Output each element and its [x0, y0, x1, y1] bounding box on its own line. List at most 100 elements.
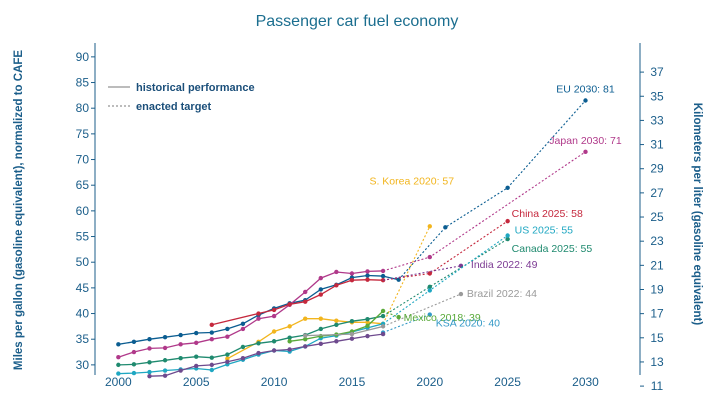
japan-historical-point [116, 354, 121, 360]
canada-historical-point [365, 316, 370, 322]
canada-historical-point [147, 360, 152, 365]
canada-historical-point [131, 362, 137, 367]
japan-historical-point [380, 268, 386, 274]
ksa-target-line [382, 314, 430, 334]
y2-tick-label: 13 [650, 355, 664, 369]
japan-historical-point [271, 313, 277, 319]
y-tick-label: 75 [76, 127, 90, 141]
mexico-hist-historical-point [287, 347, 292, 352]
mexico-historical-point [303, 337, 308, 342]
canada-historical-line [118, 315, 384, 366]
y-axis-label: Miles per gallon (gasoline equivalent), … [13, 50, 25, 370]
japan-historical-point [147, 346, 152, 351]
y2-tick-label: 23 [650, 234, 664, 248]
japan-historical-point [334, 269, 339, 275]
eu-target-point [583, 98, 588, 103]
y2-tick-label: 19 [650, 282, 664, 296]
canada-historical-point [318, 326, 323, 332]
canada-historical-point [256, 341, 261, 346]
eu-historical-point [209, 330, 214, 335]
mexico-hist-historical-point [303, 344, 308, 349]
eu-historical-point [178, 332, 183, 338]
china-historical-point [365, 277, 370, 282]
s-korea-historical-point [287, 324, 292, 329]
eu-historical-point [162, 334, 168, 340]
mexico-historical-point [365, 323, 370, 329]
mexico-hist-historical-point [162, 373, 168, 378]
legend-item-target: enacted target [136, 101, 212, 113]
mexico-hist-historical-point [178, 368, 183, 373]
mexico-target-point [396, 314, 401, 320]
japan-historical-point [240, 326, 246, 332]
japan-historical-point [225, 334, 230, 339]
us-historical-point [209, 367, 214, 373]
canada-target-point [505, 236, 510, 242]
eu-historical-point [131, 339, 137, 344]
y2-tick-label: 27 [650, 186, 664, 200]
china-historical-line [211, 279, 384, 326]
japan-historical-point [194, 340, 199, 345]
mexico-hist-historical-point [194, 363, 199, 369]
y2-axis-label: Kilometers per liter (gasoline equivalen… [691, 103, 703, 326]
eu-historical-point [116, 342, 121, 347]
eu-historical-point [318, 287, 323, 292]
mexico-target-label: Mexico 2018: 39 [404, 312, 481, 324]
x-tick-label: 2020 [416, 375, 443, 389]
japan-historical-point [162, 345, 168, 351]
canada-historical-point [116, 362, 121, 368]
s-korea-historical-point [303, 316, 308, 321]
canada-historical-point [287, 335, 292, 340]
china-target-point [427, 271, 432, 276]
canada-historical-point [209, 355, 214, 360]
eu-target-label: EU 2030: 81 [556, 83, 615, 95]
canada-target-line [382, 238, 508, 317]
mexico-target-line [382, 310, 399, 318]
china-historical-point [349, 277, 355, 283]
s-korea-historical-point [334, 318, 339, 323]
y2-tick-label: 21 [650, 258, 664, 272]
china-historical-point [303, 299, 308, 304]
canada-historical-point [271, 339, 277, 344]
brazil-target-label: Brazil 2022: 44 [467, 288, 537, 300]
china-historical-point [271, 307, 277, 313]
japan-historical-point [131, 349, 137, 355]
mexico-hist-historical-point [271, 348, 277, 353]
us-target-point [505, 233, 510, 238]
y-tick-label: 90 [76, 50, 90, 64]
eu-historical-point [194, 330, 199, 336]
mexico-hist-historical-point [209, 362, 214, 368]
canada-historical-point [240, 344, 246, 350]
japan-historical-point [209, 337, 214, 342]
s-korea-target-point [427, 224, 432, 229]
china-historical-point [209, 322, 214, 328]
eu-historical-point [225, 326, 230, 332]
y2-tick-label: 15 [650, 331, 664, 345]
japan-historical-line [118, 270, 384, 358]
x-tick-label: 2005 [183, 375, 210, 389]
y-tick-label: 50 [76, 255, 90, 269]
ksa-target-point [427, 312, 432, 317]
y-tick-label: 45 [76, 281, 90, 295]
y-tick-label: 65 [76, 178, 90, 192]
y2-tick-label: 35 [650, 89, 664, 103]
eu-historical-point [240, 321, 246, 327]
x-tick-label: 2025 [494, 375, 521, 389]
y-tick-label: 70 [76, 153, 90, 167]
mexico-historical-point [287, 339, 292, 344]
japan-target-label: Japan 2030: 71 [549, 135, 622, 147]
y-tick-label: 55 [76, 230, 90, 244]
eu-historical-point [365, 273, 370, 278]
canada-historical-point [178, 355, 183, 361]
us-historical-point [162, 368, 168, 373]
canada-historical-point [334, 322, 339, 328]
y-tick-label: 30 [76, 358, 90, 372]
series-labels: EU 2030: 81 Japan 2030: 71 China 2025: 58 S… [369, 83, 621, 329]
mexico-hist-historical-point [240, 355, 246, 361]
eu-target-point [505, 185, 510, 190]
y-tick-label: 35 [76, 332, 90, 346]
x-tick-label: 2000 [105, 375, 132, 389]
y-tick-label: 40 [76, 307, 90, 321]
mexico-hist-historical-point [318, 341, 323, 347]
japan-historical-point [256, 316, 261, 321]
japan-target-point [427, 254, 432, 260]
